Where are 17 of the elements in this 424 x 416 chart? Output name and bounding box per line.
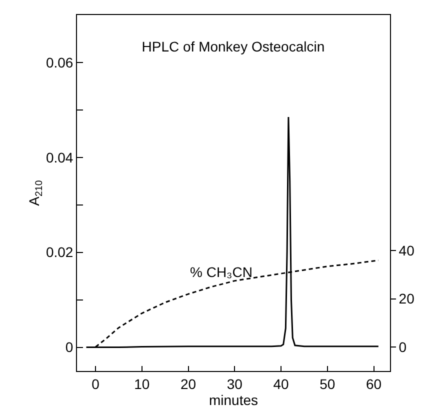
x-tick-label: 0 [92, 376, 100, 392]
y-tick-label: 0.02 [46, 244, 74, 260]
x-tick-label: 10 [134, 376, 150, 392]
y-tick-label: 0 [65, 339, 74, 356]
x-tick-label: 30 [226, 376, 243, 392]
y2-tick-label: 20 [398, 290, 415, 307]
y2-tick-label: 0 [398, 338, 407, 355]
text: HPLC of Monkey Osteocalcin [142, 38, 325, 54]
x-axis-title: minutes [208, 392, 258, 408]
series-label: % CH₃CN [190, 264, 252, 280]
x-tick-label: 50 [320, 376, 336, 392]
y2-tick-label: 40 [398, 242, 415, 259]
x-tick-label: 40 [273, 376, 290, 392]
y-tick-label: 0.04 [46, 149, 74, 166]
x-tick-label: 20 [180, 376, 196, 392]
y-tick-label: 0.06 [46, 54, 74, 70]
x-tick-label: 60 [366, 376, 382, 392]
